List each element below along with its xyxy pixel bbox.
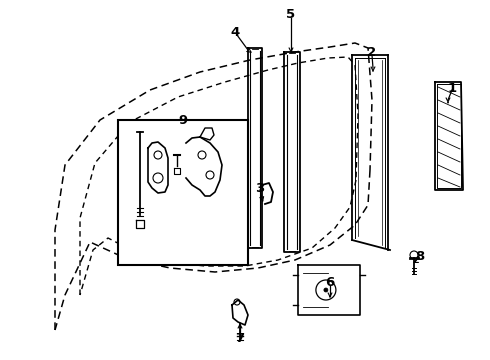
- Text: 9: 9: [178, 113, 188, 126]
- Text: 5: 5: [287, 9, 295, 22]
- Text: 7: 7: [235, 332, 245, 345]
- Bar: [118, 120, 248, 265]
- Text: 1: 1: [447, 81, 457, 94]
- Text: 3: 3: [255, 181, 265, 194]
- Text: 8: 8: [416, 249, 425, 262]
- Text: 6: 6: [325, 275, 335, 288]
- Circle shape: [324, 288, 328, 292]
- Text: 4: 4: [230, 26, 240, 39]
- Text: 2: 2: [368, 45, 376, 58]
